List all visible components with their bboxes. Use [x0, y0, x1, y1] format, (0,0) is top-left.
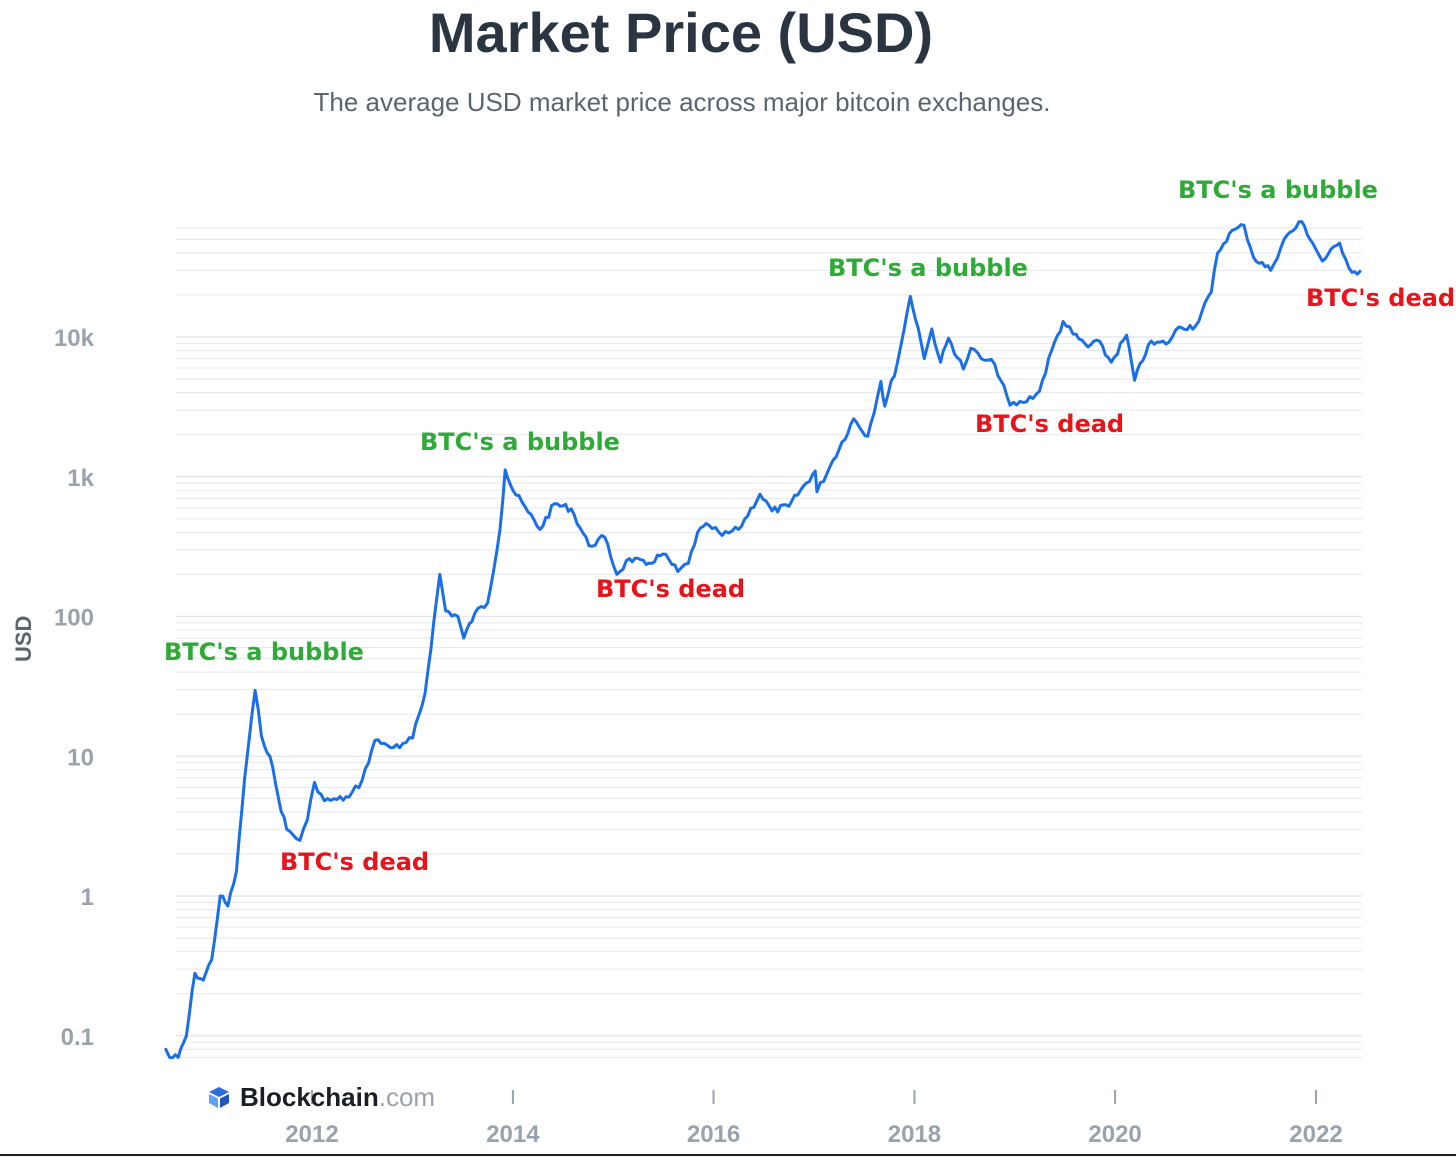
y-tick-label: 0.1	[61, 1024, 94, 1051]
x-tick-label: 2022	[1289, 1121, 1342, 1148]
brand-name: Blockchain	[240, 1081, 379, 1112]
annotation-dead-label: BTC's dead	[975, 410, 1124, 438]
annotation-dead-label: BTC's dead	[596, 575, 745, 603]
x-tick-label: 2018	[888, 1121, 941, 1148]
x-tick-label: 2016	[687, 1121, 740, 1148]
x-tick-label: 2012	[285, 1121, 338, 1148]
chart-title: Market Price (USD)	[428, 1, 934, 64]
annotation-bubble-label: BTC's a bubble	[1178, 176, 1378, 204]
y-tick-label: 1	[81, 884, 94, 911]
x-tick-label: 2020	[1088, 1121, 1141, 1148]
x-tick-label: 2014	[486, 1121, 540, 1148]
annotation-dead-label: BTC's dead	[1306, 284, 1455, 312]
annotation-dead-label: BTC's dead	[280, 848, 429, 876]
annotation-bubble-label: BTC's a bubble	[420, 428, 620, 456]
brand-tld: .com	[378, 1081, 436, 1112]
brand-logo[interactable]: Blockchain .com	[206, 1080, 435, 1114]
chart-subtitle: The average USD market price across majo…	[313, 87, 1051, 117]
y-tick-label: 10	[67, 744, 94, 771]
y-tick-label: 1k	[67, 465, 94, 492]
bottom-divider	[0, 1154, 1456, 1156]
annotation-bubble-label: BTC's a bubble	[164, 638, 364, 666]
y-tick-label: 10k	[54, 325, 95, 352]
y-tick-label: 100	[54, 605, 94, 632]
price-series-line	[164, 220, 1362, 1060]
annotation-bubble-label: BTC's a bubble	[828, 254, 1028, 282]
blockchain-logo-icon	[209, 1087, 229, 1108]
